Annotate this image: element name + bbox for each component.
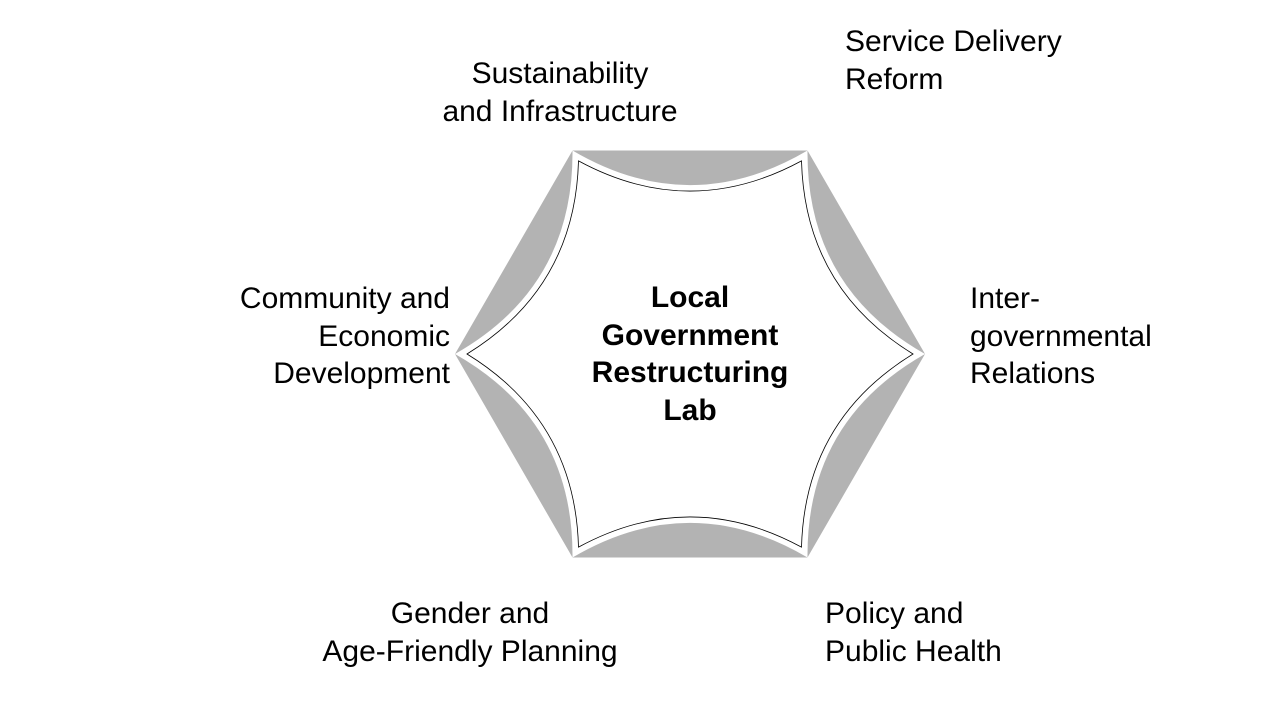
vertex-label: Sustainability and Infrastructure	[410, 55, 710, 130]
hexagon-diagram: Local Government Restructuring Lab Susta…	[0, 0, 1280, 708]
vertex-label: Community and Economic Development	[190, 280, 450, 393]
vertex-label: Gender and Age-Friendly Planning	[300, 595, 640, 670]
vertex-label: Policy and Public Health	[825, 595, 1085, 670]
vertex-label: Service Delivery Reform	[845, 23, 1125, 98]
center-label: Local Government Restructuring Lab	[570, 279, 810, 429]
vertex-label: Inter- governmental Relations	[970, 280, 1230, 393]
